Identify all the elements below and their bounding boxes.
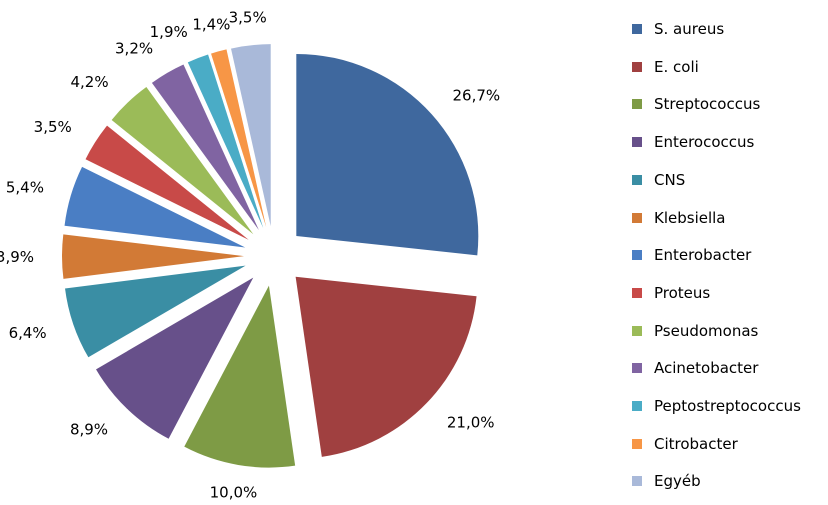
pie-slice-s-aureus — [296, 53, 479, 256]
legend-swatch — [632, 250, 642, 261]
pie-data-label: 6,4% — [9, 324, 47, 342]
legend-label: Klebsiella — [654, 208, 726, 227]
pie-data-label: 1,9% — [150, 23, 188, 41]
legend-item: Klebsiella — [632, 208, 726, 228]
legend-item: CNS — [632, 170, 685, 190]
pie-slice-streptococcus — [184, 285, 296, 468]
legend-label: Streptococcus — [654, 95, 761, 114]
legend-label: Enterococcus — [654, 133, 755, 152]
pie-slice-egy-b — [231, 44, 271, 227]
legend-item: S. aureus — [632, 19, 724, 39]
pie-slices — [62, 44, 479, 468]
legend-label: Enterobacter — [654, 246, 752, 265]
legend-item: E. coli — [632, 57, 699, 77]
legend-item: Pseudomonas — [632, 321, 758, 341]
pie-slice-enterococcus — [96, 277, 254, 439]
pie-slice-citrobacter — [211, 49, 267, 228]
legend-swatch — [632, 61, 642, 72]
pie-slice-klebsiella — [62, 234, 245, 279]
legend-label: E. coli — [654, 57, 699, 76]
pie-slice-proteus — [85, 125, 249, 240]
legend-item: Proteus — [632, 283, 710, 303]
legend-item: Acinetobacter — [632, 358, 758, 378]
pie-data-label: 21,0% — [447, 413, 495, 431]
legend-swatch — [632, 287, 642, 298]
legend-label: S. aureus — [654, 20, 725, 38]
legend-swatch — [632, 174, 642, 185]
pie-data-label: 1,4% — [192, 15, 230, 33]
legend-swatch — [632, 99, 642, 110]
legend-item: Enterobacter — [632, 245, 751, 265]
pie-data-label: 3,5% — [229, 8, 267, 26]
legend-label: CNS — [654, 170, 686, 189]
pie-data-label: 4,2% — [71, 73, 109, 91]
legend-swatch — [632, 401, 642, 411]
legend-item: Enterococcus — [632, 132, 754, 152]
pie-slice-peptostreptococcus — [187, 54, 264, 229]
pie-data-label: 8,9% — [70, 420, 108, 438]
legend-item: Peptostreptococcus — [632, 396, 801, 416]
legend-label: Proteus — [654, 283, 711, 302]
legend-swatch — [632, 476, 642, 487]
legend-label: Egyéb — [654, 472, 701, 491]
legend-swatch — [632, 137, 642, 148]
pie-slice-enterobacter — [64, 166, 246, 248]
legend-swatch — [632, 363, 642, 374]
pie-data-labels: 26,7% 21,0% 10,0% 8,9% 6,4% 3,9% 5,4% 3,5% 4,2% 3… — [0, 8, 500, 501]
legend-swatch — [632, 325, 642, 336]
legend-label: Citrobacter — [654, 434, 738, 453]
pie-data-label: 26,7% — [453, 87, 501, 105]
pie-data-label: 3,5% — [34, 118, 72, 136]
pie-slice-cns — [65, 265, 246, 358]
legend-label: Peptostreptococcus — [654, 397, 801, 415]
pie-data-label: 3,2% — [115, 40, 153, 58]
pie-slice-acinetobacter — [151, 64, 259, 231]
legend-swatch — [632, 212, 642, 223]
legend-item: Egyéb — [632, 471, 701, 491]
legend-swatch — [632, 438, 642, 449]
legend-swatch — [632, 24, 642, 34]
legend-item: Streptococcus — [632, 94, 760, 114]
legend-label: Pseudomonas — [654, 321, 759, 340]
pie-slice-e-coli — [295, 276, 477, 457]
pie-data-label: 10,0% — [210, 484, 258, 501]
pie-data-label: 5,4% — [6, 179, 44, 197]
pie-data-label: 3,9% — [0, 248, 34, 266]
pie-slice-pseudomonas — [111, 87, 254, 235]
legend-item: Citrobacter — [632, 434, 738, 454]
legend-label: Acinetobacter — [654, 359, 759, 378]
